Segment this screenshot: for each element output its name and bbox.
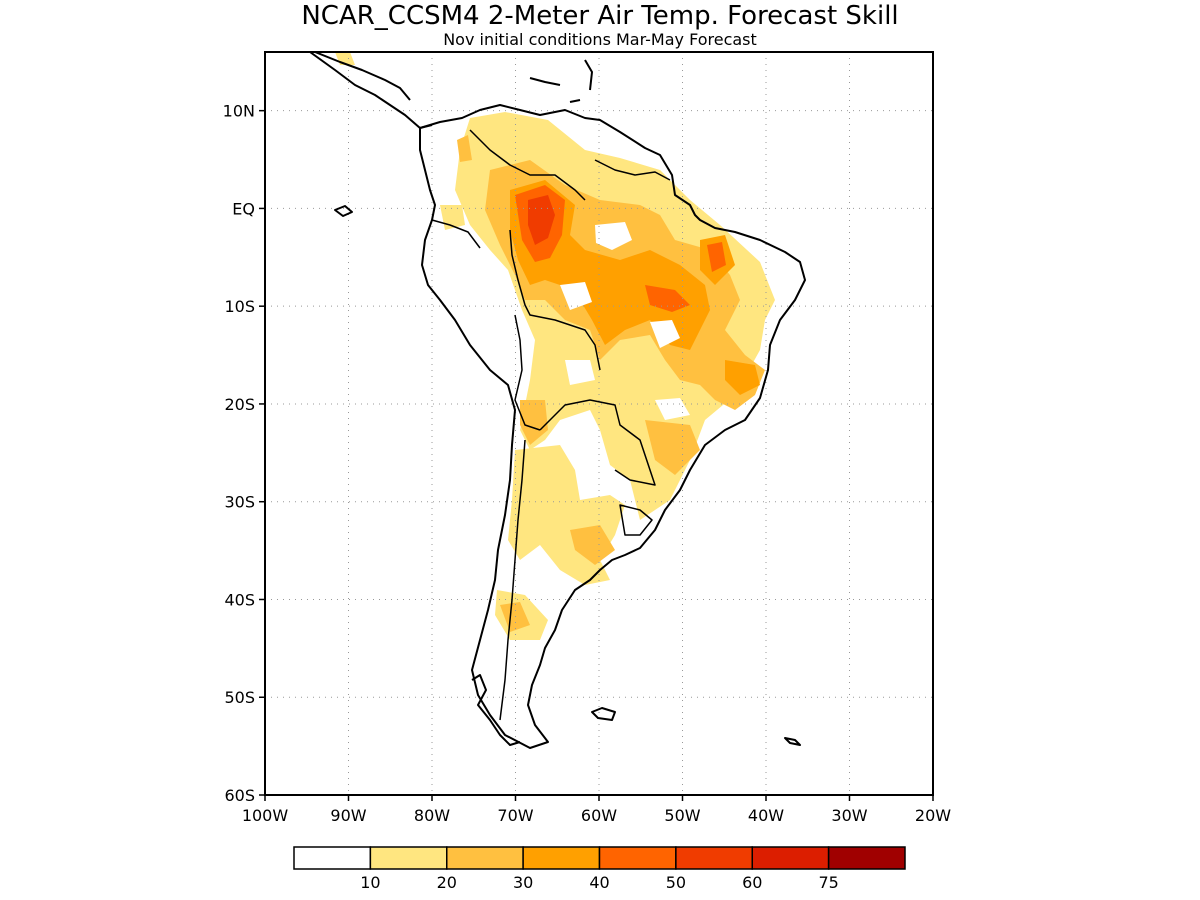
lat-tick-label: EQ [232, 199, 255, 218]
border-colombia-venezuela [469, 129, 586, 201]
lat-axis: 10N EQ 10S 20S 30S 40S 50S 60S [223, 102, 265, 805]
colorbar-label: 30 [513, 873, 533, 892]
lon-tick-label: 30W [831, 806, 867, 825]
colorbar-swatch [598, 846, 677, 870]
map-title: NCAR_CCSM4 2-Meter Air Temp. Forecast Sk… [301, 1, 898, 31]
country-borders [431, 129, 671, 721]
lat-tick-label: 40S [224, 590, 255, 609]
lat-tick-label: 30S [224, 493, 255, 512]
map-plot: 10N EQ 10S 20S 30S 40S 50S 60S 100W 90W 80W 70W 60W… [223, 51, 951, 825]
colorbar-swatch [369, 846, 448, 870]
caribbean-islands [529, 59, 593, 103]
lon-tick-label: 60W [581, 806, 617, 825]
lon-tick-label: 50W [664, 806, 700, 825]
colorbar-label: 50 [666, 873, 686, 892]
lat-tick-label: 60S [224, 786, 255, 805]
colorbar-swatch [675, 846, 753, 870]
chile-archipelago [471, 674, 521, 746]
border-ecuador [431, 219, 481, 249]
colorbar-label: 75 [818, 873, 838, 892]
border-argentina-chile [499, 439, 526, 721]
south-georgia [784, 737, 801, 746]
skill-gaps [560, 222, 690, 495]
lat-tick-label: 20S [224, 395, 255, 414]
map-subtitle: Nov initial conditions Mar-May Forecast [443, 30, 757, 49]
colorbar-label: 10 [360, 873, 380, 892]
colorbar-swatch [522, 846, 601, 870]
galapagos [334, 205, 353, 217]
lon-tick-label: 40W [748, 806, 784, 825]
coastlines [309, 52, 806, 749]
lon-axis: 100W 90W 80W 70W 60W 50W 40W 30W 20W [242, 795, 951, 825]
lat-tick-label: 10N [223, 102, 255, 121]
lon-tick-label: 100W [242, 806, 289, 825]
colorbar-swatch [751, 846, 830, 870]
south-america-coastline [419, 104, 806, 749]
lon-tick-label: 70W [497, 806, 533, 825]
lat-tick-label: 50S [224, 688, 255, 707]
colorbar: 10 20 30 40 50 60 75 [293, 846, 906, 892]
lon-tick-label: 80W [414, 806, 450, 825]
lat-tick-label: 10S [224, 297, 255, 316]
border-uruguay [619, 504, 653, 536]
lon-tick-label: 20W [915, 806, 951, 825]
colorbar-label: 20 [437, 873, 457, 892]
skill-level-50-60 [528, 195, 555, 245]
falkland-islands [591, 707, 616, 721]
border-peru-bolivia [514, 314, 541, 431]
border-guianas [594, 159, 671, 181]
central-america-coastline [309, 52, 433, 129]
lon-tick-label: 90W [330, 806, 366, 825]
colorbar-label: 40 [589, 873, 609, 892]
colorbar-swatch [446, 846, 524, 870]
colorbar-swatch [827, 846, 906, 870]
colorbar-swatch [293, 846, 372, 870]
border-brazil-west [509, 229, 601, 371]
colorbar-label: 60 [742, 873, 762, 892]
border-bolivia-paraguay [539, 399, 656, 486]
